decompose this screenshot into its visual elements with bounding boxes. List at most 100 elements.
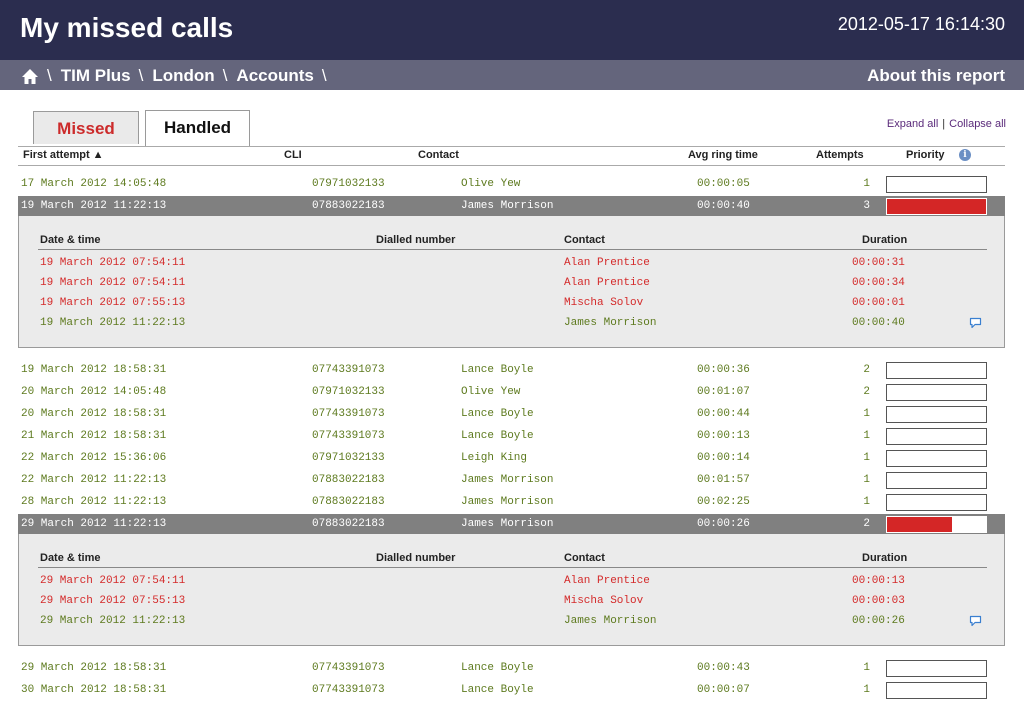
table-row[interactable]: 22 March 2012 11:22:13 07883022183 James M… — [18, 470, 1005, 490]
cell-avg-ring-time: 00:00:36 — [697, 364, 750, 376]
cell-contact: Lance Boyle — [461, 430, 534, 442]
table-row[interactable]: 29 March 2012 18:58:31 07743391073 Lance B… — [18, 658, 1005, 678]
page-title: My missed calls — [20, 12, 234, 43]
detail-datetime: 19 March 2012 07:54:11 — [40, 277, 186, 289]
cell-first-attempt: 19 March 2012 11:22:13 — [21, 200, 167, 212]
priority-bar — [886, 198, 987, 215]
breadcrumb-item-accounts[interactable]: Accounts — [236, 66, 314, 85]
detail-column-duration: Duration — [862, 234, 908, 246]
cell-cli: 07883022183 — [312, 474, 385, 486]
table-row[interactable]: 19 March 2012 18:58:31 07743391073 Lance B… — [18, 360, 1005, 380]
cell-first-attempt: 30 March 2012 18:58:31 — [21, 684, 167, 696]
column-avg-ring-time[interactable]: Avg ring time — [688, 149, 758, 161]
detail-datetime: 29 March 2012 07:55:13 — [40, 595, 186, 607]
breadcrumb-item-tim-plus[interactable]: TIM Plus — [60, 66, 131, 85]
detail-contact: James Morrison — [564, 317, 657, 329]
detail-row: 29 March 2012 07:54:11 Alan Prentice 00:00… — [38, 572, 987, 592]
cell-cli: 07971032133 — [312, 178, 385, 190]
cell-attempts: 2 — [863, 386, 870, 398]
detail-column-datetime: Date & time — [40, 234, 101, 246]
cell-contact: James Morrison — [461, 200, 554, 212]
detail-contact: Alan Prentice — [564, 575, 650, 587]
priority-bar — [886, 450, 987, 467]
column-priority[interactable]: Priority — [906, 149, 945, 161]
detail-datetime: 29 March 2012 11:22:13 — [40, 615, 186, 627]
call-detail-panel: Date & time Dialled number Contact Duration… — [18, 534, 1005, 646]
detail-contact: Mischa Solov — [564, 595, 644, 607]
detail-column-dialled-number: Dialled number — [376, 552, 456, 564]
cell-cli: 07743391073 — [312, 430, 385, 442]
cell-attempts: 1 — [863, 178, 870, 190]
table-row[interactable]: 28 March 2012 11:22:13 07883022183 James M… — [18, 492, 1005, 512]
report-timestamp: 2012-05-17 16:14:30 — [837, 14, 1005, 34]
priority-fill — [887, 199, 986, 214]
cell-attempts: 2 — [863, 364, 870, 376]
table-row[interactable]: 19 March 2012 11:22:13 07883022183 James M… — [18, 196, 1005, 216]
detail-datetime: 19 March 2012 07:55:13 — [40, 297, 186, 309]
detail-duration: 00:00:01 — [852, 297, 905, 309]
collapse-all-link[interactable]: Collapse all — [949, 118, 1006, 130]
detail-contact: Alan Prentice — [564, 277, 650, 289]
priority-fill — [887, 517, 953, 532]
table-header: First attempt ▲ CLI Contact Avg ring tim… — [18, 146, 1005, 166]
table-row[interactable]: 17 March 2012 14:05:48 07971032133 Olive Y… — [18, 174, 1005, 194]
table-row[interactable]: 22 March 2012 15:36:06 07971032133 Leigh K… — [18, 448, 1005, 468]
detail-column-duration: Duration — [862, 552, 908, 564]
cell-attempts: 1 — [863, 496, 870, 508]
cell-avg-ring-time: 00:00:14 — [697, 452, 750, 464]
cell-first-attempt: 22 March 2012 15:36:06 — [21, 452, 167, 464]
about-report-link[interactable]: About this report — [867, 66, 1005, 85]
expand-all-link[interactable]: Expand all — [886, 118, 939, 130]
detail-row: 29 March 2012 07:55:13 Mischa Solov 00:00:… — [38, 592, 987, 612]
detail-column-datetime: Date & time — [40, 552, 101, 564]
cell-avg-ring-time: 00:00:43 — [697, 662, 750, 674]
detail-datetime: 29 March 2012 07:54:11 — [40, 575, 186, 587]
info-icon[interactable]: i — [959, 149, 971, 161]
home-icon[interactable] — [21, 68, 39, 85]
detail-row: 19 March 2012 07:54:11 Alan Prentice 00:00… — [38, 274, 987, 294]
cell-contact: Lance Boyle — [461, 662, 534, 674]
priority-bar — [886, 176, 987, 193]
cell-attempts: 1 — [863, 662, 870, 674]
cell-cli: 07743391073 — [312, 408, 385, 420]
table-row[interactable]: 29 March 2012 11:22:13 07883022183 James M… — [18, 514, 1005, 534]
cell-attempts: 1 — [863, 684, 870, 696]
cell-avg-ring-time: 00:00:26 — [697, 518, 750, 530]
tab-handled[interactable]: Handled — [145, 110, 250, 146]
cell-cli: 07743391073 — [312, 662, 385, 674]
detail-row: 29 March 2012 11:22:13 James Morrison 00:0… — [38, 612, 987, 632]
cell-avg-ring-time: 00:00:13 — [697, 430, 750, 442]
table-row[interactable]: 21 March 2012 18:58:31 07743391073 Lance B… — [18, 426, 1005, 446]
cell-first-attempt: 29 March 2012 18:58:31 — [21, 662, 167, 674]
cell-first-attempt: 29 March 2012 11:22:13 — [21, 518, 167, 530]
table-row[interactable]: 20 March 2012 18:58:31 07743391073 Lance B… — [18, 404, 1005, 424]
comment-icon[interactable] — [969, 317, 982, 329]
cell-attempts: 2 — [863, 518, 870, 530]
cell-first-attempt: 28 March 2012 11:22:13 — [21, 496, 167, 508]
cell-avg-ring-time: 00:00:40 — [697, 200, 750, 212]
table-row[interactable]: 30 March 2012 18:58:31 07743391073 Lance B… — [18, 680, 1005, 700]
tab-missed[interactable]: Missed — [33, 111, 139, 144]
cell-cli: 07971032133 — [312, 452, 385, 464]
comment-icon[interactable] — [969, 615, 982, 627]
table-row[interactable]: 20 March 2012 14:05:48 07971032133 Olive Y… — [18, 382, 1005, 402]
detail-row: 19 March 2012 07:55:13 Mischa Solov 00:00:… — [38, 294, 987, 314]
cell-contact: James Morrison — [461, 474, 554, 486]
priority-bar — [886, 406, 987, 423]
cell-contact: Olive Yew — [461, 386, 521, 398]
detail-duration: 00:00:40 — [852, 317, 905, 329]
column-cli[interactable]: CLI — [284, 149, 302, 161]
breadcrumb-separator: \ — [222, 66, 228, 85]
breadcrumb-separator: \ — [47, 66, 52, 85]
column-contact[interactable]: Contact — [418, 149, 459, 161]
cell-contact: James Morrison — [461, 496, 554, 508]
detail-duration: 00:00:31 — [852, 257, 905, 269]
detail-column-dialled-number: Dialled number — [376, 234, 456, 246]
detail-contact: Alan Prentice — [564, 257, 650, 269]
column-first-attempt[interactable]: First attempt ▲ — [23, 149, 104, 161]
breadcrumb-item-london[interactable]: London — [152, 66, 215, 85]
column-attempts[interactable]: Attempts — [816, 149, 864, 161]
detail-row: 19 March 2012 11:22:13 James Morrison 00:0… — [38, 314, 987, 334]
detail-duration: 00:00:13 — [852, 575, 905, 587]
cell-contact: Lance Boyle — [461, 408, 534, 420]
